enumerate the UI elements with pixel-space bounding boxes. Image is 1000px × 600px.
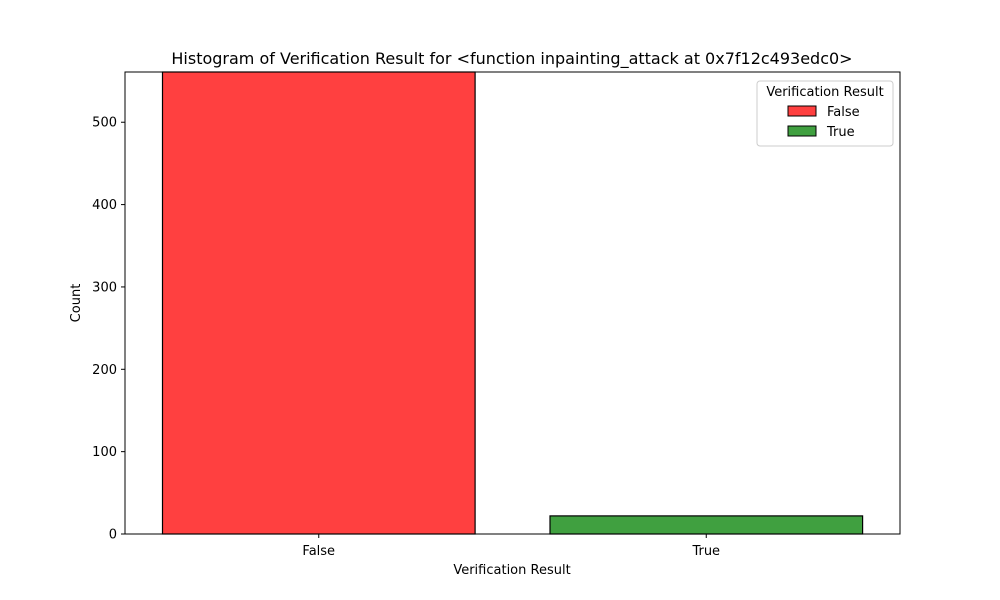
legend-swatch-false (787, 105, 817, 117)
x-axis-ticks: False True (302, 534, 720, 559)
y-axis-ticks: 0 100 200 300 400 500 (92, 116, 125, 543)
x-tick-label: False (302, 544, 335, 559)
legend-title: Verification Result (766, 85, 883, 100)
plot-frame (124, 71, 901, 535)
y-tick-label: 0 (109, 528, 117, 543)
y-axis-label: Count (69, 284, 84, 323)
plot-area: 0 100 200 300 400 500 False True (92, 71, 901, 559)
x-axis-label: Verification Result (453, 563, 570, 578)
legend: Verification Result False True (756, 80, 894, 147)
bar-true (549, 515, 864, 535)
legend-label-true: True (826, 125, 855, 140)
y-tick-label: 400 (92, 198, 117, 213)
bars-group (161, 71, 864, 535)
legend-entries: False True (787, 105, 860, 140)
legend-label-false: False (827, 105, 860, 120)
y-tick-label: 300 (92, 280, 117, 295)
y-tick-label: 200 (92, 363, 117, 378)
y-tick-label: 100 (92, 445, 117, 460)
y-tick-label: 500 (92, 116, 117, 131)
x-tick-label: True (691, 544, 720, 559)
bar-false (161, 71, 476, 535)
legend-swatch-true (787, 125, 817, 137)
chart-title: Histogram of Verification Result for <fu… (171, 49, 852, 69)
